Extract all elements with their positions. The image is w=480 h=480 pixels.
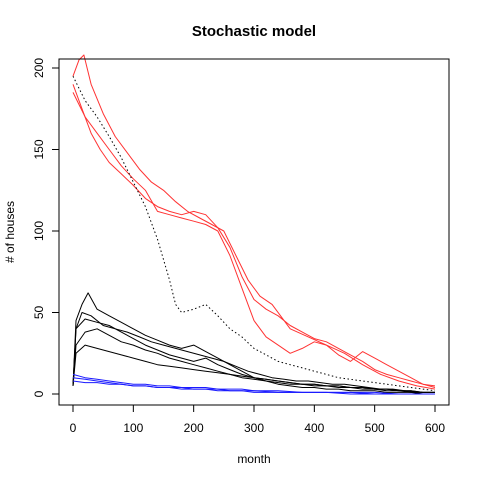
x-tick-label: 0 (70, 421, 77, 435)
y-tick-label: 50 (32, 306, 46, 320)
y-tick-label: 150 (32, 139, 46, 159)
x-tick-label: 400 (304, 421, 324, 435)
series-line-red-1 (72, 54, 436, 390)
series-line-black-9 (72, 318, 435, 393)
plot-frame (58, 58, 450, 406)
series-line-red-2 (72, 84, 436, 387)
chart-title: Stochastic model (192, 23, 316, 40)
x-tick-label: 100 (123, 421, 143, 435)
plot-lines (72, 54, 436, 395)
series-line-black-5 (72, 312, 435, 393)
x-tick-label: 600 (425, 421, 445, 435)
series-line-black-7 (72, 328, 435, 393)
series-line-red-3 (72, 92, 436, 388)
x-axis-label: month (237, 452, 270, 466)
y-tick-label: 0 (32, 390, 46, 397)
y-axis: 0 50 100 150 200 (32, 58, 60, 397)
series-line-black-6 (72, 292, 435, 395)
y-tick-label: 200 (32, 58, 46, 78)
y-axis-label: # of houses (3, 201, 17, 263)
y-tick-label: 100 (32, 221, 46, 241)
x-tick-label: 300 (244, 421, 264, 435)
x-tick-label: 200 (184, 421, 204, 435)
series-line-blue-12 (72, 380, 435, 395)
series-line-black-4 (72, 75, 436, 392)
x-axis: 0 100 200 300 400 500 600 (70, 404, 445, 435)
x-tick-label: 500 (365, 421, 385, 435)
